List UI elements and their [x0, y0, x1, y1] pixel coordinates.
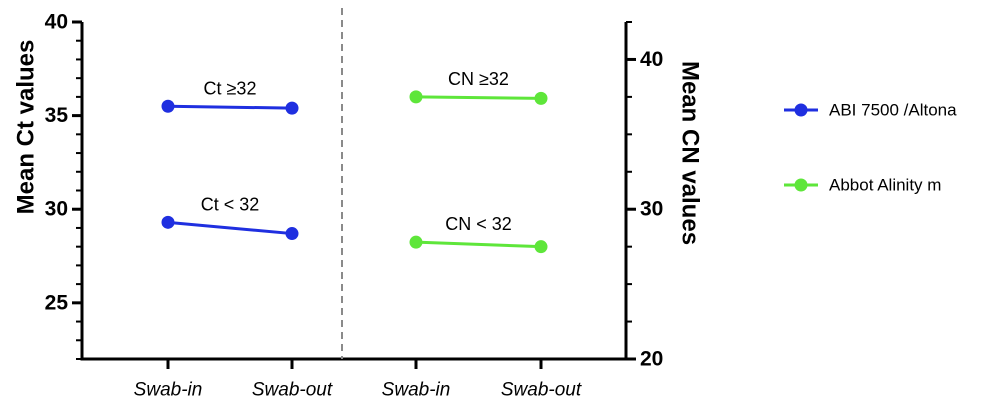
left-axis-label: Mean Ct values — [13, 40, 40, 215]
legend: ABI 7500 /Altona Abbot Alinity m — [784, 101, 957, 195]
data-point — [161, 99, 175, 113]
data-point — [534, 240, 548, 254]
right-tick-label: 30 — [640, 198, 663, 221]
data-point — [285, 227, 299, 241]
data-point — [285, 101, 299, 115]
x-tick-label: Swab-out — [501, 380, 582, 401]
data-point — [161, 215, 175, 229]
left-tick-label: 40 — [45, 11, 68, 34]
data-point — [409, 90, 423, 104]
data-point — [409, 235, 423, 249]
x-tick-label: Swab-out — [252, 380, 333, 401]
series-line — [167, 220, 293, 236]
x-tick-label: Swab-in — [382, 380, 451, 401]
group-label: Ct ≥32 — [204, 78, 257, 98]
x-tick-label: Swab-in — [134, 380, 203, 401]
group-label: CN < 32 — [445, 214, 512, 234]
group-label: CN ≥32 — [448, 69, 509, 89]
right-axis-label: Mean CN values — [677, 61, 704, 245]
left-tick-label: 30 — [45, 198, 68, 221]
legend-marker — [794, 103, 808, 117]
group-label: Ct < 32 — [201, 194, 260, 214]
axes: 25 30 35 40 20 30 40 Swab-in Swab-out Swab-in Swab… — [45, 8, 663, 401]
chart-marks: Ct ≥32 Ct < 32 CN ≥32 CN < 32 — [161, 69, 548, 254]
left-tick-label: 25 — [45, 291, 69, 314]
series-line — [415, 95, 542, 100]
series-line — [415, 240, 542, 249]
right-tick-label: 40 — [640, 48, 663, 71]
legend-label: ABI 7500 /Altona — [829, 101, 957, 120]
data-point — [534, 91, 548, 105]
legend-marker — [794, 178, 808, 192]
left-tick-label: 35 — [45, 104, 69, 127]
series-line — [167, 104, 293, 110]
legend-label: Abbot Alinity m — [829, 176, 941, 195]
right-tick-label: 20 — [640, 348, 663, 371]
